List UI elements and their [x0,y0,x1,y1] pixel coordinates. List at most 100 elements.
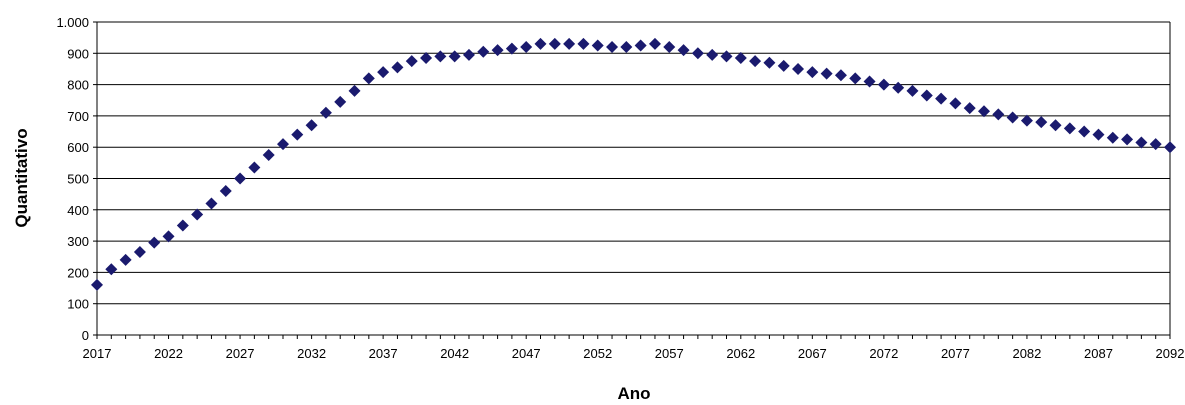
data-point [405,55,418,68]
data-point [606,41,619,54]
data-point [734,51,747,64]
data-point [176,219,189,232]
data-point [1121,133,1134,146]
x-tick-label: 2092 [1156,346,1185,361]
data-point [591,39,604,52]
y-tick-label: 100 [67,297,89,312]
data-point [577,37,590,50]
y-tick-label: 800 [67,78,89,93]
data-point [548,37,561,50]
data-point [1006,111,1019,124]
data-markers [91,37,1176,291]
y-tick-label: 400 [67,203,89,218]
y-tick-labels: 0 100 200 300 400 500 600 700 800 900 1.000 [56,15,97,343]
data-point [305,119,318,132]
data-point [992,108,1005,121]
data-point [706,48,719,61]
data-point [219,185,232,198]
x-tick-label: 2027 [226,346,255,361]
x-axis-title: Ano [617,384,650,403]
data-point [863,75,876,88]
data-point [920,89,933,102]
data-point [806,66,819,79]
y-tick-label: 200 [67,265,89,280]
x-tick-label: 2057 [655,346,684,361]
data-point [1135,136,1148,149]
x-tick-label: 2042 [440,346,469,361]
data-point [1164,141,1176,154]
data-point [362,72,375,85]
data-point [434,50,447,63]
data-point [935,92,948,105]
x-tick-label: 2067 [798,346,827,361]
data-point [462,48,475,61]
data-point [1035,116,1048,129]
data-point [334,95,347,108]
data-point [162,230,175,243]
data-point [133,246,146,259]
x-tick-label: 2037 [369,346,398,361]
data-point [1149,138,1162,151]
data-point [906,84,919,97]
x-tick-label: 2062 [726,346,755,361]
data-point [663,41,676,54]
data-point [963,102,976,115]
x-tick-label: 2072 [869,346,898,361]
data-point [892,81,905,94]
data-point [1092,128,1105,141]
data-point [1063,122,1076,135]
data-point [978,105,991,118]
data-point [105,263,118,276]
data-point [1106,131,1119,144]
data-point [691,47,704,60]
data-point [205,197,218,210]
data-point [91,278,103,291]
data-point [720,50,733,63]
data-point [777,59,790,72]
x-tick-label: 2032 [297,346,326,361]
x-tick-label: 2022 [154,346,183,361]
data-point [563,37,576,50]
data-point [534,37,547,50]
y-tick-label: 300 [67,234,89,249]
y-tick-label: 900 [67,46,89,61]
data-point [505,42,518,55]
data-point [491,44,504,57]
y-tick-label: 500 [67,172,89,187]
data-point [319,106,332,119]
data-point [792,62,805,75]
y-axis-title: Quantitativo [12,128,31,227]
y-tick-label: 700 [67,109,89,124]
data-point [949,97,962,110]
x-tick-label: 2087 [1084,346,1113,361]
y-tick-label: 1.000 [56,15,89,30]
data-point [763,56,776,69]
data-point [834,69,847,82]
data-point [234,172,247,185]
x-tick-label: 2082 [1012,346,1041,361]
data-point [348,84,361,97]
data-point [477,45,490,58]
data-point [648,37,661,50]
data-point [391,61,404,74]
x-tick-labels: 2017 2022 2027 2032 2037 2042 2047 2052 2057 2062… [83,335,1185,361]
data-point [148,236,161,249]
data-point [1078,125,1091,138]
data-point [1020,114,1033,127]
data-point [520,41,533,54]
data-point [749,55,762,68]
data-point [634,39,647,52]
data-point [420,51,433,64]
data-point [820,67,833,80]
y-tick-label: 600 [67,140,89,155]
y-tick-label: 0 [82,328,89,343]
data-point [191,208,204,221]
data-point [248,161,261,174]
data-point [119,253,132,266]
data-point [620,41,633,54]
data-point [291,128,304,141]
data-point [276,138,289,151]
x-tick-label: 2052 [583,346,612,361]
x-tick-label: 2017 [83,346,112,361]
